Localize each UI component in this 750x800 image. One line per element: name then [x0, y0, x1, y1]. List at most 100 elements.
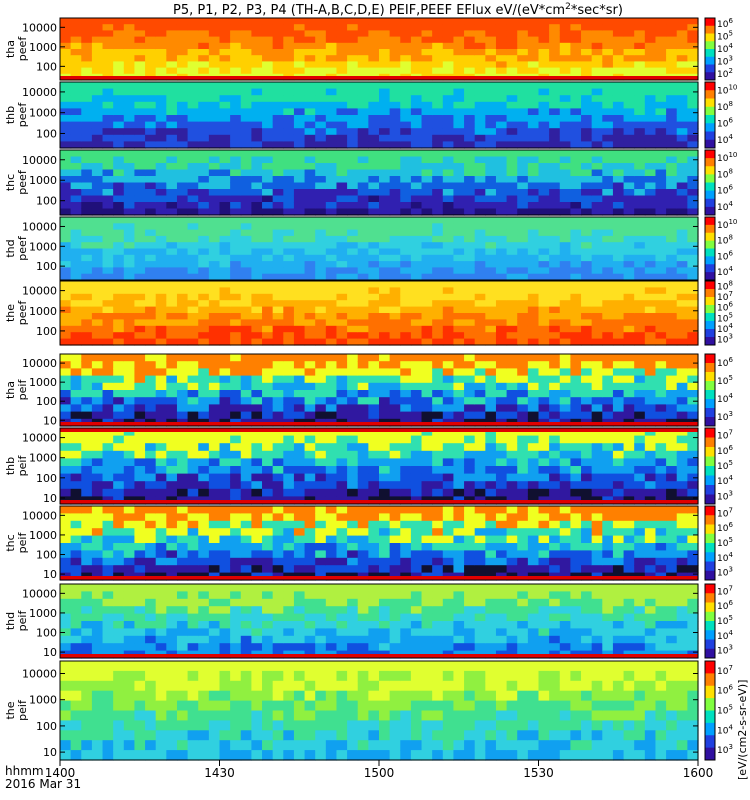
heatmap-cell [357, 397, 369, 405]
heatmap-cell [506, 261, 518, 268]
colorbar-tick-exponent: 6 [728, 17, 733, 25]
heatmap-cell [240, 248, 252, 256]
heatmap-cell [166, 134, 178, 142]
heatmap-cell [676, 404, 688, 413]
heatmap-cell [123, 273, 136, 281]
heatmap-cell [464, 55, 476, 62]
heatmap-cell [102, 435, 114, 444]
y-tick-label: 10000 [22, 357, 57, 370]
heatmap-cell [602, 528, 614, 537]
heatmap-cell [176, 319, 189, 327]
heatmap-cell [442, 30, 455, 38]
heatmap-cell [559, 557, 571, 566]
heatmap-cell [251, 24, 263, 31]
heatmap-cell [421, 506, 433, 514]
heatmap-cell [134, 273, 146, 281]
heatmap-cell [453, 513, 465, 522]
heatmap-cell [538, 443, 550, 452]
heatmap-cell [325, 543, 338, 551]
heatmap-cell [506, 141, 518, 149]
heatmap-cell [176, 325, 189, 333]
heatmap-cell [400, 306, 412, 314]
heatmap-cell [60, 82, 72, 90]
heatmap-cell [602, 82, 614, 90]
heatmap-cell [91, 202, 104, 210]
heatmap-cell [474, 163, 486, 171]
heatmap-cell [60, 550, 72, 559]
heatmap-cell [602, 306, 614, 314]
heatmap-cell [517, 254, 529, 262]
heatmap-cell [570, 128, 582, 136]
heatmap-cell [123, 450, 136, 459]
heatmap-cell [644, 95, 657, 103]
heatmap-cell [315, 189, 327, 197]
heatmap-cell [389, 411, 401, 420]
heatmap-cell [293, 18, 306, 25]
heatmap-cell [506, 202, 518, 210]
heatmap-cell [230, 248, 242, 256]
heatmap-cell [559, 428, 571, 437]
heatmap-cell [559, 189, 571, 197]
heatmap-cell [155, 361, 167, 369]
heatmap-cell [166, 208, 178, 216]
heatmap-cell [134, 528, 146, 537]
heatmap-cell [442, 428, 455, 437]
heatmap-cell [591, 313, 603, 320]
heatmap-cell [527, 24, 540, 31]
colorbar-tick-label: 105 [717, 30, 733, 43]
heatmap-cell [145, 281, 157, 288]
heatmap-cell [517, 42, 529, 50]
heatmap-cell [612, 95, 625, 103]
heatmap-cell [262, 182, 274, 190]
heatmap-cell [208, 55, 221, 62]
heatmap-cell [581, 261, 593, 268]
heatmap-cell [676, 67, 688, 75]
heatmap-cell [91, 141, 104, 149]
colorbar-segment [705, 466, 715, 476]
heatmap-cell [347, 229, 359, 237]
heatmap-cell [517, 182, 529, 190]
heatmap-cell [208, 543, 221, 551]
heatmap-cell [623, 101, 635, 109]
heatmap-cell [81, 390, 93, 398]
heatmap-cell [559, 195, 571, 203]
heatmap-cell [410, 513, 423, 522]
heatmap-cell [549, 450, 561, 459]
heatmap-cell [389, 506, 401, 514]
heatmap-cell [187, 368, 199, 377]
heatmap-cell [410, 354, 423, 362]
heatmap-cell [123, 108, 136, 116]
heatmap-cell [432, 450, 444, 459]
heatmap-cell [283, 163, 295, 171]
heatmap-cell [687, 30, 699, 38]
heatmap-cell [81, 332, 93, 340]
heatmap-cell [272, 293, 284, 301]
heatmap-cell [347, 550, 359, 559]
heatmap-cell [187, 217, 199, 224]
heatmap-cell [155, 30, 167, 38]
heatmap-cell [347, 24, 359, 31]
heatmap-cell [70, 182, 82, 190]
heatmap-cell [336, 528, 348, 537]
heatmap-cell [219, 281, 231, 288]
colorbar-segment [705, 41, 715, 50]
heatmap-cell [145, 293, 157, 301]
heatmap-cell [623, 254, 635, 262]
heatmap-cell [357, 30, 369, 38]
heatmap-cell [432, 535, 444, 544]
heatmap-cell [527, 30, 540, 38]
heatmap-cell [623, 150, 635, 158]
heatmap-cell [347, 49, 359, 56]
heatmap-cell [102, 481, 114, 490]
heatmap-cell [155, 354, 167, 362]
heatmap-cell [272, 36, 284, 44]
heatmap-cell [549, 248, 561, 256]
heatmap-cell [187, 248, 199, 256]
heatmap-cell [453, 488, 465, 497]
heatmap-cell [283, 557, 295, 566]
heatmap-cell [208, 156, 221, 164]
data-gap-band [60, 422, 698, 426]
heatmap-cell [357, 375, 369, 384]
heatmap-cell [453, 67, 465, 75]
colorbar-segment [705, 190, 715, 200]
